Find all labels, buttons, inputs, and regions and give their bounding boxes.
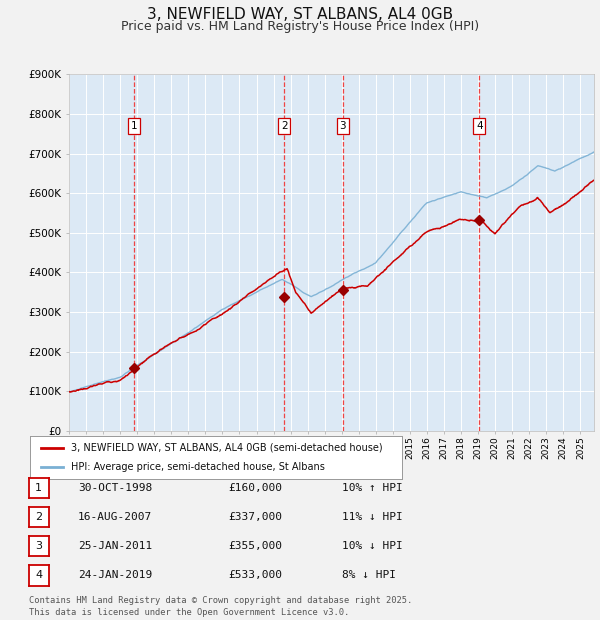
Text: £160,000: £160,000 xyxy=(228,483,282,493)
Text: Price paid vs. HM Land Registry's House Price Index (HPI): Price paid vs. HM Land Registry's House … xyxy=(121,20,479,33)
Text: 1: 1 xyxy=(131,121,137,131)
Text: 11% ↓ HPI: 11% ↓ HPI xyxy=(342,512,403,522)
Text: 3, NEWFIELD WAY, ST ALBANS, AL4 0GB: 3, NEWFIELD WAY, ST ALBANS, AL4 0GB xyxy=(147,7,453,22)
Text: £355,000: £355,000 xyxy=(228,541,282,551)
Text: HPI: Average price, semi-detached house, St Albans: HPI: Average price, semi-detached house,… xyxy=(71,463,325,472)
Text: 25-JAN-2011: 25-JAN-2011 xyxy=(78,541,152,551)
Text: 10% ↓ HPI: 10% ↓ HPI xyxy=(342,541,403,551)
Text: 3: 3 xyxy=(35,541,42,551)
Text: 3: 3 xyxy=(340,121,346,131)
Text: 24-JAN-2019: 24-JAN-2019 xyxy=(78,570,152,580)
Text: 3, NEWFIELD WAY, ST ALBANS, AL4 0GB (semi-detached house): 3, NEWFIELD WAY, ST ALBANS, AL4 0GB (sem… xyxy=(71,443,383,453)
Text: 16-AUG-2007: 16-AUG-2007 xyxy=(78,512,152,522)
Text: 30-OCT-1998: 30-OCT-1998 xyxy=(78,483,152,493)
Text: 10% ↑ HPI: 10% ↑ HPI xyxy=(342,483,403,493)
Text: 1: 1 xyxy=(35,483,42,493)
Text: Contains HM Land Registry data © Crown copyright and database right 2025.
This d: Contains HM Land Registry data © Crown c… xyxy=(29,596,412,617)
Text: 2: 2 xyxy=(35,512,42,522)
Text: 4: 4 xyxy=(35,570,42,580)
Text: 4: 4 xyxy=(476,121,482,131)
Text: £337,000: £337,000 xyxy=(228,512,282,522)
Text: 2: 2 xyxy=(281,121,287,131)
Text: £533,000: £533,000 xyxy=(228,570,282,580)
Text: 8% ↓ HPI: 8% ↓ HPI xyxy=(342,570,396,580)
